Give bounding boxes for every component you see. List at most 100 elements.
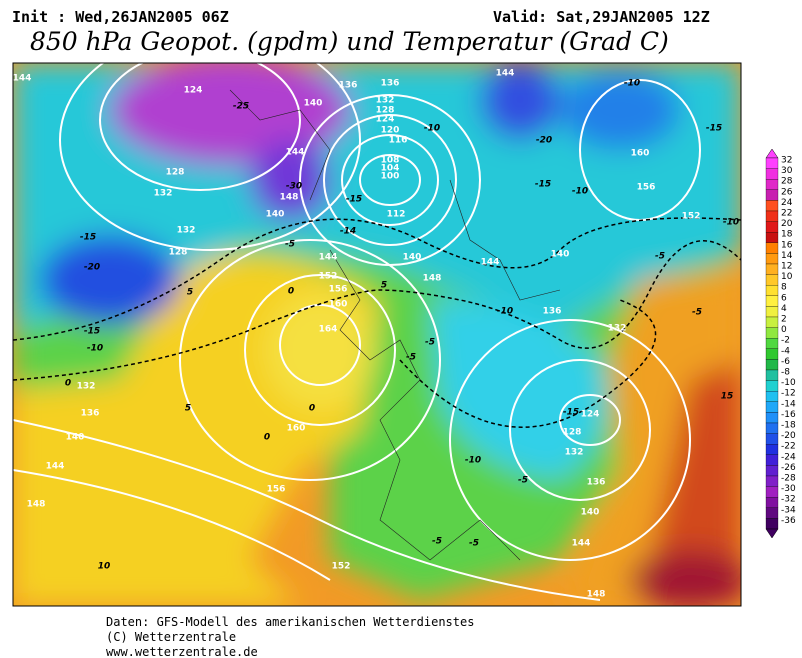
colorbar-swatch xyxy=(765,444,779,455)
contour-label: -20 xyxy=(536,136,552,146)
contour-label: 132 xyxy=(154,189,173,199)
contour-label: 140 xyxy=(403,253,422,263)
geopotential-contours xyxy=(13,63,701,601)
contour-label: -15 xyxy=(563,408,579,418)
colorbar-label: 0 xyxy=(781,325,787,335)
contour-label: 136 xyxy=(381,79,400,89)
contour-label: -10 xyxy=(87,344,103,354)
contour-label: -14 xyxy=(340,227,356,237)
contour-label: 156 xyxy=(267,485,286,495)
colorbar-label: 6 xyxy=(781,293,787,303)
contour-label: -5 xyxy=(285,240,295,250)
contour-label: 116 xyxy=(389,136,408,146)
colorbar-label: 14 xyxy=(781,251,793,261)
colorbar: 32302826242220181614121086420-2-4-6-8-10… xyxy=(765,148,796,539)
contour-label: 0 xyxy=(264,433,270,443)
colorbar-label: 20 xyxy=(781,219,793,229)
colorbar-swatch xyxy=(765,232,779,243)
contour-label: 148 xyxy=(423,274,442,284)
coastlines xyxy=(229,89,561,561)
colorbar-swatch xyxy=(765,348,779,360)
footer-line: Daten: GFS-Modell des amerikanischen Wet… xyxy=(106,615,474,629)
colorbar-label: -34 xyxy=(781,505,796,515)
contour-label: 136 xyxy=(81,409,100,419)
colorbar-swatch xyxy=(765,306,779,318)
contour-label: 144 xyxy=(286,148,305,158)
contour-label: -5 xyxy=(432,537,442,547)
contour-label: 160 xyxy=(329,300,348,310)
contour-label: 100 xyxy=(381,172,400,182)
colorbar-swatch xyxy=(765,221,779,233)
colorbar-label: 2 xyxy=(781,315,787,325)
colorbar-label: 26 xyxy=(781,187,793,197)
contour-label: 136 xyxy=(543,307,562,317)
contour-label: -15 xyxy=(80,233,96,243)
colorbar-label: -32 xyxy=(781,495,796,505)
contour-label: -5 xyxy=(406,353,416,363)
contour-label: 136 xyxy=(339,81,358,91)
colorbar-label: -12 xyxy=(781,389,796,399)
contour-label: -10 xyxy=(624,79,640,89)
colorbar-label: 24 xyxy=(781,198,793,208)
contour-label: 164 xyxy=(319,325,338,335)
contour-label: -5 xyxy=(518,476,528,486)
colorbar-swatch xyxy=(765,338,779,349)
colorbar-swatch xyxy=(765,454,779,466)
colorbar-swatch xyxy=(765,486,779,498)
contour-label: 140 xyxy=(581,508,600,518)
contour-label: -10 xyxy=(723,218,739,228)
colorbar-label: -2 xyxy=(781,336,790,346)
contour-label: 140 xyxy=(304,99,323,109)
contour-label: 0 xyxy=(288,287,294,297)
colorbar-swatch xyxy=(765,327,779,339)
colorbar-swatch xyxy=(765,316,779,328)
contour-label: -10 xyxy=(465,456,481,466)
contour-label: 10 xyxy=(98,562,111,572)
colorbar-label: -36 xyxy=(781,516,796,526)
contour-label: 148 xyxy=(587,590,606,600)
colorbar-swatch xyxy=(765,497,779,508)
colorbar-swatch xyxy=(765,369,779,381)
colorbar-arrow xyxy=(765,148,779,159)
contour-label: -25 xyxy=(233,102,249,112)
colorbar-swatch xyxy=(765,507,779,519)
colorbar-swatch xyxy=(765,210,779,222)
colorbar-label: 22 xyxy=(781,209,792,219)
colorbar-swatch xyxy=(765,465,779,477)
contour-label: 0 xyxy=(309,404,315,414)
colorbar-label: -22 xyxy=(781,442,796,452)
contour-label: 144 xyxy=(572,539,591,549)
colorbar-swatch xyxy=(765,401,779,413)
contour-label: -15 xyxy=(535,180,551,190)
colorbar-swatch xyxy=(765,412,779,424)
contour-label: 140 xyxy=(66,433,85,443)
contour-label: 132 xyxy=(565,448,584,458)
colorbar-swatch xyxy=(765,200,779,212)
colorbar-label: 18 xyxy=(781,230,793,240)
colorbar-swatch xyxy=(765,359,779,371)
contour-label: 132 xyxy=(77,382,96,392)
colorbar-label: 10 xyxy=(781,272,793,282)
contour-label: -10 xyxy=(497,307,513,317)
colorbar-swatch xyxy=(765,391,779,402)
contour-label: 132 xyxy=(608,324,627,334)
contour-label: 156 xyxy=(637,183,656,193)
contour-label: 140 xyxy=(551,250,570,260)
colorbar-label: 8 xyxy=(781,283,787,293)
colorbar-label: 16 xyxy=(781,240,793,250)
colorbar-label: -28 xyxy=(781,474,796,484)
contour-label: 156 xyxy=(329,285,348,295)
contour-label: -10 xyxy=(572,187,588,197)
contour-label: 0 xyxy=(65,379,71,389)
contour-label: 152 xyxy=(319,272,338,282)
colorbar-swatch xyxy=(765,518,779,530)
colorbar-label: -24 xyxy=(781,452,796,462)
contour-label: 144 xyxy=(319,253,338,263)
contour-label: -5 xyxy=(469,539,479,549)
colorbar-label: -10 xyxy=(781,378,796,388)
colorbar-swatch xyxy=(765,295,779,307)
map-title: 850 hPa Geopot. (gpdm) und Temperatur (G… xyxy=(30,27,669,56)
contour-label: 112 xyxy=(387,210,406,220)
colorbar-label: -18 xyxy=(781,421,796,431)
